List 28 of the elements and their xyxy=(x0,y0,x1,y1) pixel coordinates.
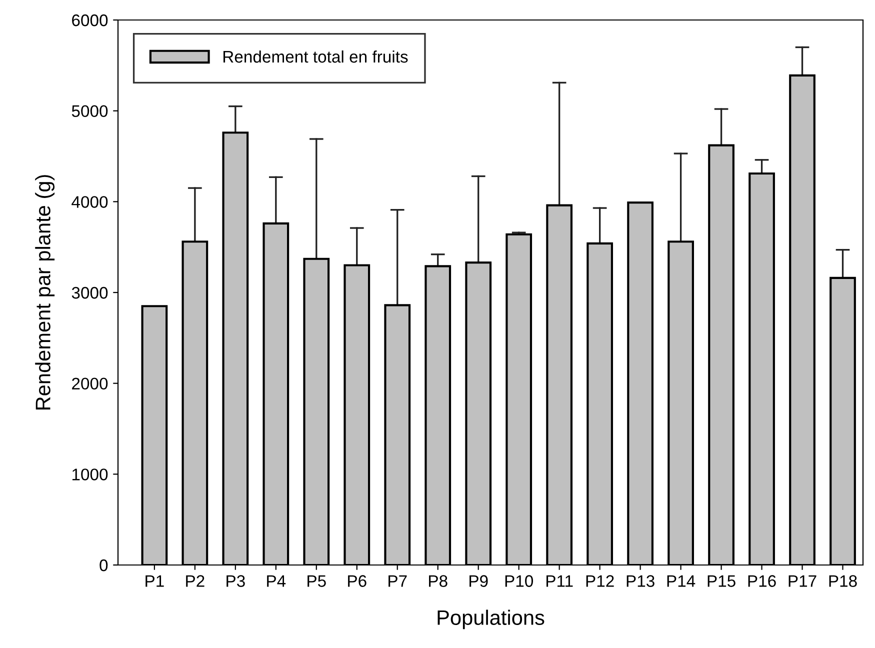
y-tick-label: 3000 xyxy=(72,286,108,299)
y-tick-label: 1000 xyxy=(72,468,108,480)
y-tick-label: 4000 xyxy=(72,196,108,208)
x-tick-label: P11 xyxy=(546,575,573,587)
x-tick-label: P6 xyxy=(348,575,366,587)
y-tick-label: 6000 xyxy=(72,14,108,26)
y-tick-label: 2000 xyxy=(72,378,108,390)
x-tick-label: P13 xyxy=(626,575,654,587)
y-tick-label: 0 xyxy=(100,559,108,572)
x-tick-label: P4 xyxy=(267,575,286,587)
x-tick-label: P8 xyxy=(429,575,448,587)
x-tick-label: P10 xyxy=(505,575,534,587)
x-tick-label: P5 xyxy=(308,575,326,587)
x-tick-label: P17 xyxy=(788,575,816,587)
legend-label: Rendement total en fruits xyxy=(223,50,408,63)
x-tick-label: P15 xyxy=(708,575,736,587)
x-tick-label: P18 xyxy=(829,575,857,587)
x-tick-label: P9 xyxy=(470,575,488,587)
y-tick-label: 5000 xyxy=(72,105,108,118)
x-tick-label: P12 xyxy=(586,575,614,587)
y-axis-title: Rendement par plante (g) xyxy=(35,175,55,410)
x-tick-label: P2 xyxy=(186,575,204,587)
x-axis-title: Populations xyxy=(438,610,544,630)
x-tick-label: P14 xyxy=(667,575,696,587)
x-tick-label: P1 xyxy=(146,575,164,587)
x-tick-label: P16 xyxy=(748,575,776,587)
x-tick-label: P7 xyxy=(388,575,407,587)
x-tick-label: P3 xyxy=(226,575,245,587)
